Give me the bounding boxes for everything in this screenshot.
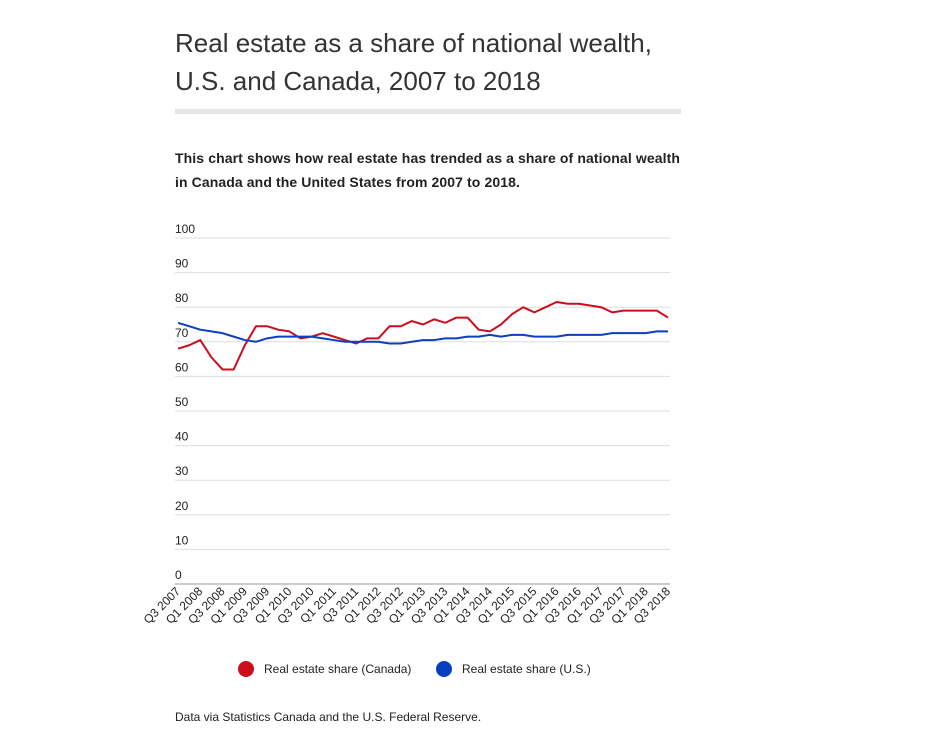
chart-subtitle: This chart shows how real estate has tre… <box>175 150 680 190</box>
series-line <box>177 301 669 371</box>
y-tick-label: 90 <box>175 257 189 271</box>
legend-swatch <box>238 661 254 677</box>
series-line <box>177 321 668 345</box>
legend-label: Real estate share (U.S.) <box>462 662 591 676</box>
chart-title: Real estate as a share of national wealt… <box>175 28 652 96</box>
y-tick-label: 10 <box>175 533 189 547</box>
y-tick-label: 20 <box>175 499 189 513</box>
y-tick-label: 80 <box>175 291 189 305</box>
y-tick-label: 60 <box>175 360 189 374</box>
y-tick-label: 50 <box>175 395 189 409</box>
title-rule <box>175 109 681 114</box>
y-tick-label: 100 <box>175 222 195 236</box>
y-tick-label: 0 <box>175 568 182 582</box>
y-tick-label: 30 <box>175 464 189 478</box>
legend-label: Real estate share (Canada) <box>264 662 411 676</box>
y-tick-label: 70 <box>175 326 189 340</box>
legend-swatch <box>436 661 452 677</box>
y-tick-label: 40 <box>175 430 189 444</box>
source-note: Data via Statistics Canada and the U.S. … <box>175 710 482 724</box>
